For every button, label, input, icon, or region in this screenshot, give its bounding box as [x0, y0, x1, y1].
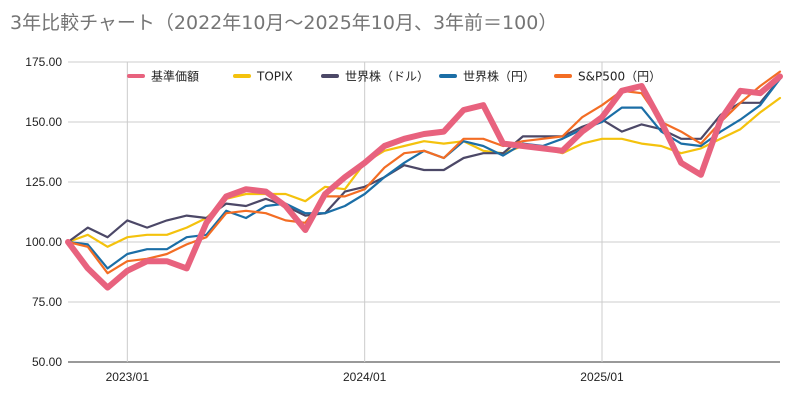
y-tick-label: 125.00	[25, 175, 62, 189]
series-layer	[65, 70, 783, 291]
legend-label: 基準価額	[151, 69, 199, 84]
x-tick-label: 2023/01	[106, 370, 150, 384]
y-tick-label: 175.00	[25, 55, 62, 69]
y-tick-label: 100.00	[25, 235, 62, 249]
legend-label: TOPIX	[256, 70, 293, 84]
legend-label: S&P500（円）	[578, 70, 661, 84]
x-tick-label: 2025/01	[580, 370, 624, 384]
series-line-0	[65, 73, 783, 291]
legend-label: 世界株（ドル）	[345, 69, 429, 84]
axis-layer: 50.00 75.00 100.00 125.00 150.00 175.00 2023/0…	[25, 55, 624, 384]
series-line-4	[66, 70, 782, 275]
series-line-2	[66, 77, 782, 244]
legend: 基準価額 TOPIX 世界株（ドル） 世界株（円） S&P500（円）	[127, 69, 661, 84]
legend-label: 世界株（円）	[463, 69, 535, 84]
chart-title: 3年比較チャート（2022年10月～2025年10月、3年前＝100）	[10, 12, 558, 34]
y-tick-label: 75.00	[32, 295, 62, 309]
x-tick-label: 2024/01	[343, 370, 387, 384]
grid-layer	[68, 61, 780, 363]
series-line-3	[66, 77, 782, 270]
series-line-1	[66, 96, 782, 248]
y-tick-label: 150.00	[25, 115, 62, 129]
y-tick-label: 50.00	[32, 355, 62, 369]
